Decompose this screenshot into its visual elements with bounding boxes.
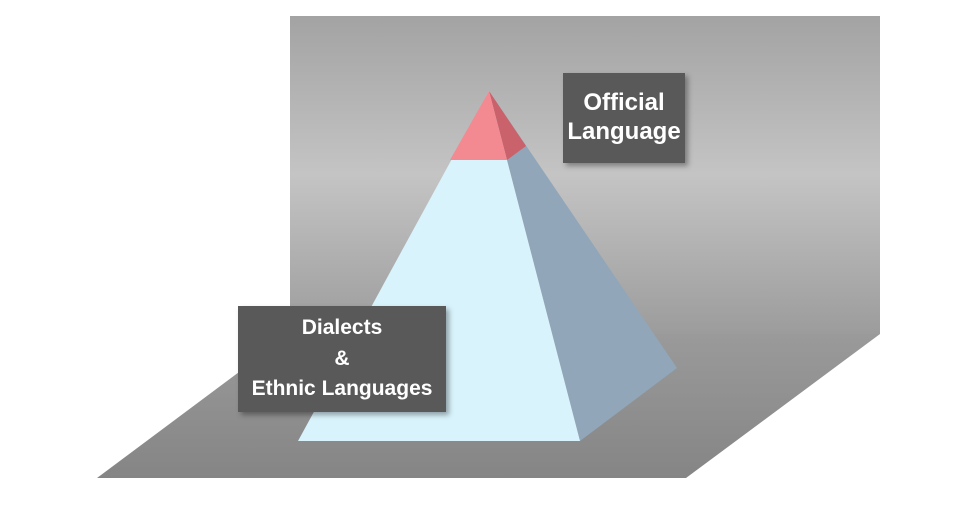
dialects-line-1: Dialects — [301, 316, 383, 340]
pyramid-apex-front — [450, 91, 507, 160]
official-language-line-2: Language — [567, 118, 681, 145]
official-language-line-1: Official — [583, 89, 665, 117]
dialects-line-2: & — [334, 346, 350, 370]
dialects-line-3: Ethnic Languages — [251, 377, 433, 401]
official-language-label: Official Language — [563, 73, 685, 163]
pyramid-side-face — [489, 91, 677, 441]
pyramid-apex-side — [489, 91, 526, 160]
dialects-ethnic-languages-label: Dialects & Ethnic Languages — [238, 306, 446, 412]
